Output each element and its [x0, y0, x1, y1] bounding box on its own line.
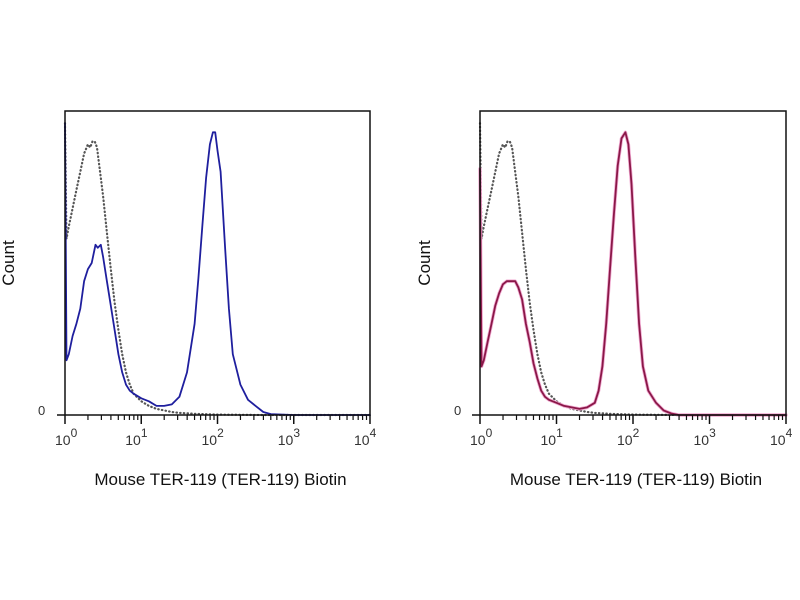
x-tick-label: 100: [55, 426, 78, 448]
x-tick-label-exponent: 3: [293, 426, 300, 440]
stained-sample-line: [479, 131, 787, 416]
x-tick-label-exponent: 2: [217, 426, 224, 440]
x-tick-label-base: 10: [55, 432, 71, 448]
histogram-panel-right: 100 101 102 103 104 0 Count Mouse TER-119 (T…: [415, 110, 793, 489]
x-tick-label: 100: [470, 426, 493, 448]
x-tick-label: 104: [354, 426, 377, 448]
stained-sample-line: [64, 122, 371, 416]
x-tick-label-base: 10: [202, 432, 218, 448]
x-tick-label: 102: [202, 426, 225, 448]
y-tick-label-0: 0: [38, 403, 45, 418]
x-tick-label-base: 10: [770, 432, 786, 448]
x-tick-label-base: 10: [278, 432, 294, 448]
x-axis-ticks: [57, 414, 371, 424]
x-tick-label: 102: [617, 426, 640, 448]
x-tick-label-base: 10: [354, 432, 370, 448]
x-tick-label-base: 10: [617, 432, 633, 448]
x-tick-label-base: 10: [541, 432, 557, 448]
x-tick-label-exponent: 0: [71, 426, 78, 440]
x-tick-label: 101: [125, 426, 148, 448]
histogram-panel-left: 100 101 102 103 104 0 Count Mouse TER-119 (T…: [0, 110, 377, 489]
x-tick-label-base: 10: [125, 432, 141, 448]
x-tick-label-exponent: 0: [486, 426, 493, 440]
x-tick-label-base: 10: [694, 432, 710, 448]
x-tick-label-exponent: 1: [141, 426, 148, 440]
x-axis-tick-labels: 100 101 102 103 104: [470, 426, 793, 448]
x-tick-label-base: 10: [470, 432, 486, 448]
y-axis-label: Count: [415, 240, 434, 286]
x-tick-label-exponent: 2: [633, 426, 640, 440]
x-tick-label-exponent: 1: [556, 426, 563, 440]
x-axis-label: Mouse TER-119 (TER-119) Biotin: [94, 470, 346, 489]
x-tick-label: 104: [770, 426, 793, 448]
x-tick-label: 101: [541, 426, 564, 448]
x-axis-label: Mouse TER-119 (TER-119) Biotin: [510, 470, 762, 489]
x-tick-label-exponent: 3: [709, 426, 716, 440]
y-tick-label-0: 0: [454, 403, 461, 418]
x-axis-ticks: [472, 414, 787, 424]
y-axis-label: Count: [0, 240, 18, 286]
x-axis-tick-labels: 100 101 102 103 104: [55, 426, 377, 448]
x-tick-label-exponent: 4: [786, 426, 793, 440]
x-tick-label: 103: [278, 426, 301, 448]
x-tick-label-exponent: 4: [370, 426, 377, 440]
x-tick-label: 103: [694, 426, 717, 448]
